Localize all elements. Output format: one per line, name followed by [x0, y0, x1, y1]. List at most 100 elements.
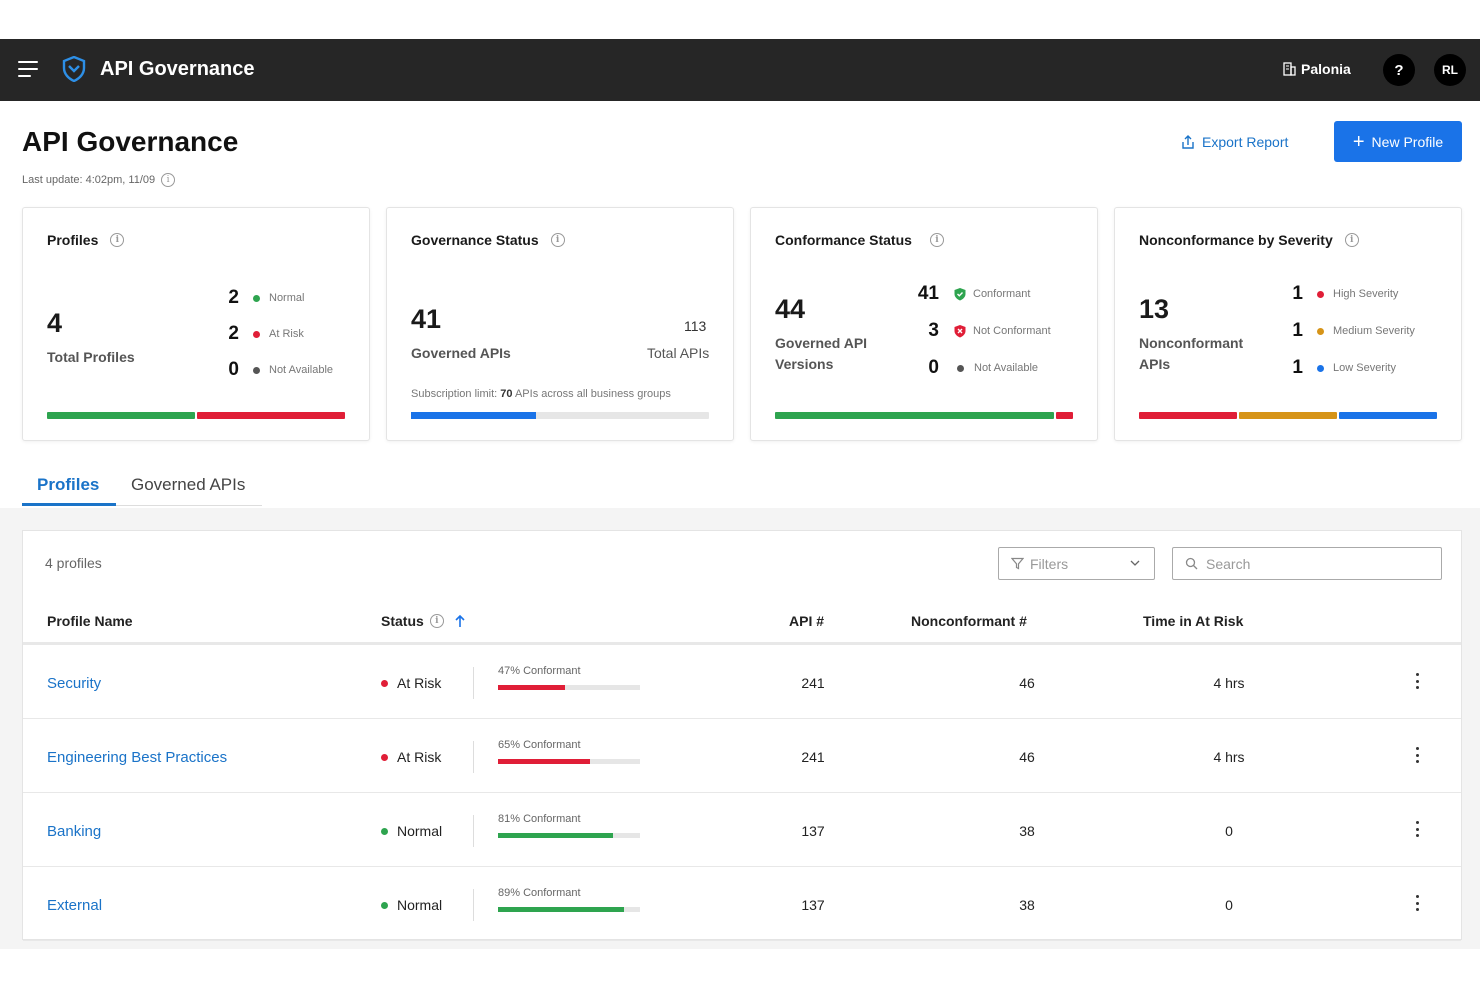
column-header-profile-name[interactable]: Profile Name — [47, 613, 133, 629]
user-avatar[interactable]: RL — [1434, 54, 1466, 86]
org-switcher[interactable]: Palonia — [1282, 61, 1351, 77]
page-title: API Governance — [22, 126, 239, 157]
normal-segment — [47, 412, 195, 419]
api-count: 241 — [801, 675, 825, 691]
column-header-time-at-risk[interactable]: Time in At Risk — [1143, 613, 1244, 629]
table-row[interactable]: Security At Risk 47% Conformant 241 46 4 hrs — [23, 645, 1461, 719]
conformant-shield-icon — [954, 288, 966, 301]
legend-not-available: 0 Not Available — [917, 357, 1038, 379]
column-header-api-count[interactable]: API # — [789, 613, 825, 629]
legend-label: At Risk — [269, 328, 304, 340]
conformant-percent: 47% Conformant — [498, 665, 581, 677]
total-apis-value: 113 — [684, 318, 707, 334]
high-severity-segment — [1139, 412, 1237, 419]
info-icon[interactable]: i — [161, 173, 176, 187]
legend-label: Normal — [269, 292, 305, 304]
conformant-percent: 81% Conformant — [498, 813, 581, 825]
profile-name-link[interactable]: Engineering Best Practices — [47, 749, 228, 766]
conformant-percent: 89% Conformant — [498, 887, 581, 899]
legend-count: 2 — [228, 323, 239, 344]
export-report-button[interactable]: Export Report — [1180, 134, 1288, 150]
red-dot-icon — [253, 330, 260, 338]
more-options-icon[interactable] — [1411, 745, 1423, 765]
legend-count: 1 — [1292, 357, 1303, 378]
tab-governed-apis[interactable]: Governed APIs — [131, 475, 246, 494]
search-input[interactable] — [1206, 555, 1426, 572]
conformance-progress-fill — [498, 907, 625, 912]
subscription-limit: Subscription limit: 70 APIs across all b… — [411, 388, 671, 400]
search-box — [1172, 547, 1442, 580]
new-profile-button[interactable]: + New Profile — [1334, 121, 1462, 162]
time-at-risk: 4 hrs — [1213, 749, 1245, 765]
legend-low-severity: 1 Low Severity — [1281, 357, 1396, 379]
profile-name-link[interactable]: Security — [47, 675, 102, 692]
governed-versions-label: Governed API Versions — [775, 333, 867, 375]
medium-severity-segment — [1239, 412, 1337, 419]
sort-ascending-icon[interactable] — [454, 614, 466, 628]
nonconformant-count: 46 — [1019, 749, 1035, 765]
shield-logo-icon — [62, 55, 86, 87]
legend-count: 1 — [1292, 283, 1303, 304]
conformant-segment — [775, 412, 1054, 419]
governance-status-card: Governance Status i 41 Governed APIs 113 … — [386, 207, 734, 441]
info-icon[interactable]: i — [550, 233, 565, 247]
column-header-status[interactable]: Status i — [381, 613, 466, 629]
cell-divider — [473, 741, 474, 773]
legend-high-severity: 1 High Severity — [1281, 283, 1398, 305]
filters-dropdown[interactable]: Filters — [998, 547, 1155, 580]
legend-label: Low Severity — [1333, 362, 1396, 374]
api-count: 137 — [801, 897, 825, 913]
gray-dot-icon — [253, 366, 260, 374]
profile-name-link[interactable]: External — [47, 897, 103, 914]
org-name: Palonia — [1301, 61, 1351, 77]
column-header-nonconformant[interactable]: Nonconformant # — [911, 613, 1027, 629]
not-conformant-segment — [1056, 412, 1073, 419]
status-text: At Risk — [397, 675, 442, 691]
active-tab-indicator — [22, 503, 116, 506]
total-profiles-value: 4 — [47, 308, 63, 338]
top-navigation-bar: API Governance Palonia ? RL — [0, 39, 1480, 101]
legend-count: 41 — [917, 283, 939, 304]
nonconformance-severity-card: Nonconformance by Severity i 13 Nonconfor… — [1114, 207, 1462, 441]
nonconformant-count: 38 — [1019, 823, 1035, 839]
legend-conformant: 41 Conformant — [917, 283, 1031, 305]
limit-suffix: APIs across all business groups — [512, 388, 671, 400]
legend-label: Not Conformant — [973, 325, 1051, 337]
total-profiles-label: Total Profiles — [47, 349, 135, 365]
card-title: Profiles i — [47, 232, 125, 248]
table-row[interactable]: Banking Normal 81% Conformant 137 38 0 — [23, 793, 1461, 867]
profiles-count: 4 profiles — [45, 555, 102, 571]
time-at-risk: 0 — [1225, 823, 1233, 839]
conformance-progress-fill — [498, 759, 591, 764]
gray-dot-icon — [957, 364, 964, 372]
info-icon[interactable]: i — [1344, 233, 1359, 247]
status-dot-icon — [381, 827, 388, 835]
more-options-icon[interactable] — [1411, 671, 1423, 691]
legend-label: Not Available — [269, 364, 334, 376]
profile-name-link[interactable]: Banking — [47, 823, 102, 840]
conformant-percent: 65% Conformant — [498, 739, 581, 751]
last-update-text: Last update: 4:02pm, 11/09 — [22, 174, 156, 186]
table-row[interactable]: Engineering Best Practices At Risk 65% Con… — [23, 719, 1461, 793]
app-title[interactable]: API Governance — [100, 58, 255, 80]
card-title-text: Governance Status — [411, 232, 539, 248]
building-icon — [1283, 62, 1296, 76]
api-count: 137 — [801, 823, 825, 839]
label-line-2: Versions — [775, 356, 834, 372]
green-dot-icon — [253, 294, 260, 302]
info-icon[interactable]: i — [929, 233, 944, 247]
status-text: At Risk — [397, 749, 442, 765]
more-options-icon[interactable] — [1411, 819, 1423, 839]
info-icon[interactable]: i — [110, 233, 125, 247]
hamburger-menu-icon[interactable] — [18, 61, 38, 79]
info-icon[interactable]: i — [429, 614, 444, 628]
help-button[interactable]: ? — [1383, 54, 1415, 86]
more-options-icon[interactable] — [1411, 893, 1423, 913]
label-line-1: Governed API — [775, 335, 868, 351]
status-header-label: Status — [381, 613, 424, 629]
table-row[interactable]: External Normal 89% Conformant 137 38 0 — [23, 867, 1461, 941]
governed-apis-label: Governed APIs — [411, 345, 511, 361]
label-line-1: Nonconformant — [1139, 335, 1244, 351]
tab-profiles[interactable]: Profiles — [37, 475, 100, 494]
nonconformant-apis-label: Nonconformant APIs — [1139, 333, 1243, 375]
